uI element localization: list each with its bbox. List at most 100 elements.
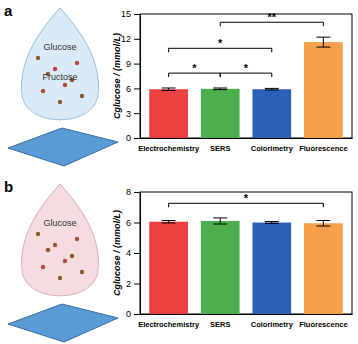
bar (252, 223, 291, 315)
tick-mark (134, 223, 140, 224)
y-axis: 0 2 4 6 8 (126, 187, 141, 319)
molecule (41, 265, 45, 269)
illustration: Glucose (8, 184, 118, 342)
illustration-label: Fructose (42, 72, 77, 82)
tick-label: 8 (126, 187, 131, 197)
illustration-label: Glucose (43, 218, 76, 228)
significance-label: ** (268, 11, 277, 23)
tick: 8 (126, 187, 140, 197)
tick-label: Fluorescence (299, 144, 347, 153)
significance-label: * (218, 37, 223, 49)
molecule (58, 276, 62, 280)
tick-mark (134, 88, 140, 89)
tick-label: 0 (126, 133, 131, 143)
significance-label: * (244, 62, 249, 74)
error-bar (213, 88, 227, 90)
bar (304, 223, 343, 314)
tick-label: Fluorescence (299, 320, 347, 329)
chip (8, 128, 118, 166)
molecule (36, 56, 40, 60)
tick: SERS (210, 314, 230, 329)
significance: ***** (169, 11, 324, 77)
axis-line (140, 15, 141, 139)
droplet (22, 8, 99, 120)
tick: Electrochemistry (138, 314, 200, 329)
tick-label: 6 (126, 84, 131, 94)
tick-mark (134, 138, 140, 139)
tick-label: 15 (121, 9, 131, 19)
tick: 4 (126, 248, 140, 258)
tick-mark (134, 284, 140, 285)
tick-mark (134, 314, 140, 315)
tick-mark (134, 253, 140, 254)
significance: * (169, 192, 324, 207)
molecule (46, 248, 50, 252)
tick: 6 (126, 218, 140, 228)
tick-label: 12 (121, 34, 131, 44)
bars (149, 37, 342, 138)
tick: Fluorescence (299, 314, 347, 329)
bar (252, 89, 291, 138)
tick: 15 (121, 9, 140, 19)
tick: 0 (126, 309, 140, 319)
molecule (53, 67, 57, 71)
y-axis-title: Cglucose / (mmol/L) (112, 33, 122, 119)
tick-label: Electrochemistry (138, 320, 200, 329)
tick-label: 2 (126, 279, 131, 289)
tick: 3 (126, 109, 140, 119)
tick-label: 0 (126, 309, 131, 319)
molecule (80, 270, 84, 274)
molecule (75, 61, 79, 65)
tick-label: Electrochemistry (138, 144, 200, 153)
tick: SERS (210, 138, 230, 153)
tick: 9 (126, 59, 140, 69)
error-bar (162, 221, 176, 223)
tick: 6 (126, 84, 140, 94)
tick: Colorimetry (251, 314, 294, 329)
molecule (53, 243, 57, 247)
molecule (63, 83, 67, 87)
error-bar (162, 88, 176, 90)
tick-label: 9 (126, 59, 131, 69)
molecule (58, 100, 62, 104)
error-bar (316, 221, 330, 226)
bars (149, 218, 342, 314)
y-axis: 0 3 6 9 12 15 (121, 9, 141, 143)
tick: 0 (126, 133, 140, 143)
error-bar (265, 222, 279, 224)
x-axis: Electrochemistry SERS Colorimetry Fluoresce… (138, 314, 352, 329)
bar (201, 89, 240, 138)
y-axis-title: Cglucose / (mmol/L) (112, 210, 122, 296)
panel: b Glucose 0 2 4 6 8 Electrochemistry SERS Colorim… (4, 178, 353, 342)
axis-line (141, 138, 353, 139)
axis-line (141, 314, 353, 315)
tick-mark (134, 192, 140, 193)
molecule (70, 254, 74, 258)
molecule (80, 94, 84, 98)
tick-mark (134, 39, 140, 40)
plot-frame (140, 14, 352, 138)
error-bar (265, 88, 279, 90)
tick-label: SERS (210, 320, 230, 329)
tick-label: 3 (126, 109, 131, 119)
illustration-label: Glucose (43, 42, 76, 52)
panel-label: b (4, 178, 13, 195)
tick: 12 (121, 34, 140, 44)
error-bar (316, 37, 330, 47)
bar (304, 42, 343, 138)
tick: 2 (126, 279, 140, 289)
molecule (36, 232, 40, 236)
tick-mark (134, 113, 140, 114)
bar (201, 221, 240, 314)
figure: aGlucoseFructose03691215Electrochemistry… (0, 0, 358, 344)
chip (8, 304, 118, 342)
illustration: Glucose Fructose (8, 8, 118, 166)
molecule (63, 259, 67, 263)
axis-line (140, 193, 141, 315)
error-bar (213, 218, 227, 224)
tick: Electrochemistry (138, 138, 200, 153)
tick-mark (134, 14, 140, 15)
molecule (75, 237, 79, 241)
bar (149, 222, 188, 314)
tick-label: SERS (210, 144, 230, 153)
